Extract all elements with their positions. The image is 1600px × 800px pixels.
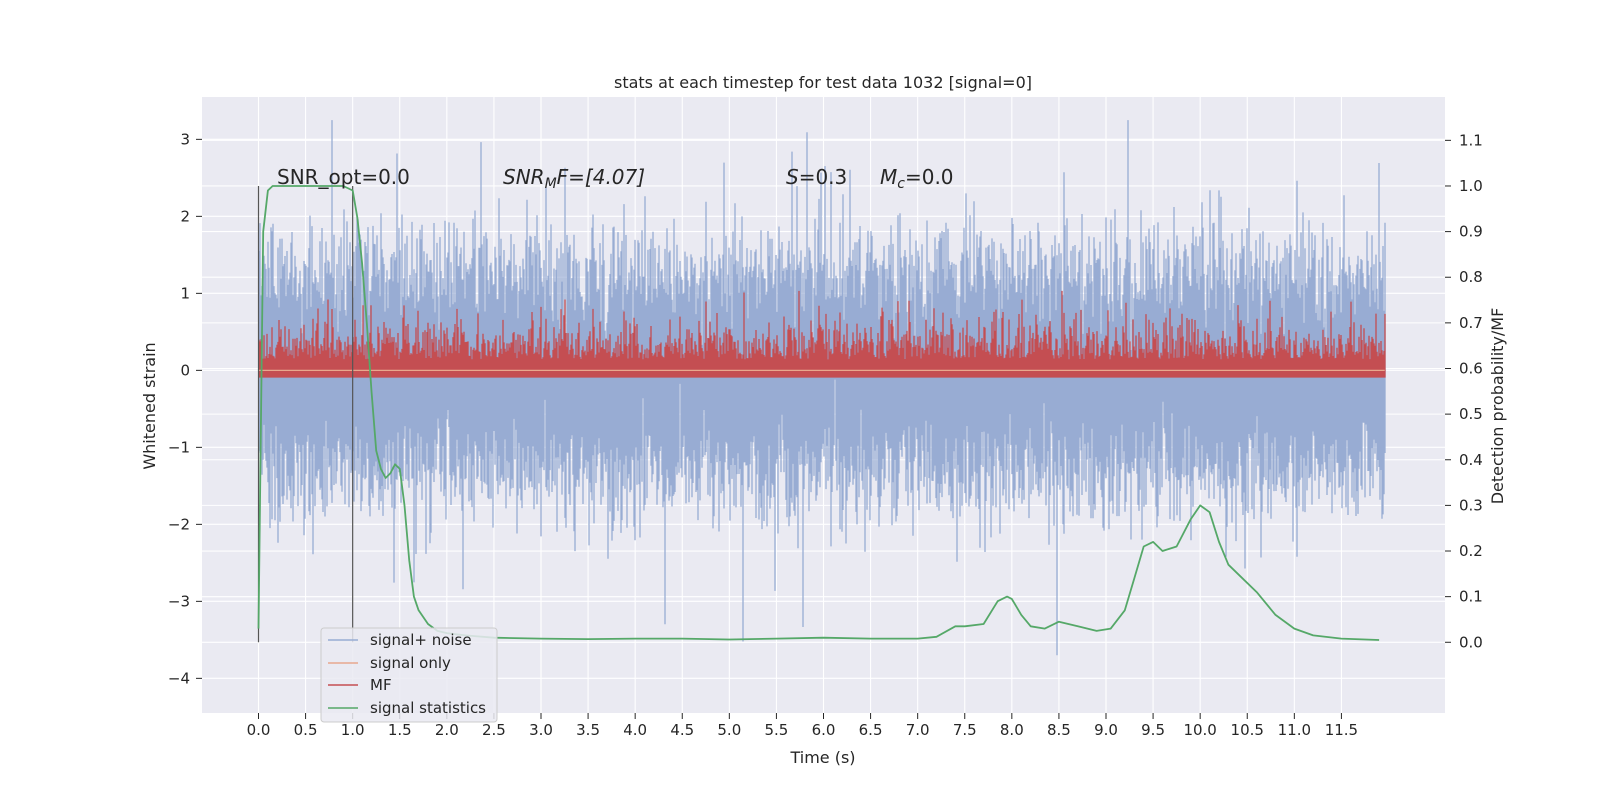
x-tick-label: 0.5	[294, 721, 318, 739]
x-axis-title: Time (s)	[789, 748, 855, 767]
x-tick-label: 9.0	[1094, 721, 1118, 739]
y2-tick-label: 1.0	[1459, 177, 1483, 195]
y-tick-label: −3	[168, 592, 190, 610]
y-tick-label: −2	[168, 515, 190, 533]
x-tick-label: 10.0	[1183, 721, 1216, 739]
x-tick-label: 11.5	[1325, 721, 1358, 739]
annotation-s-value: =0.3	[799, 165, 848, 189]
y-axis-right-ticks: 1.1 1.0 0.9 0.8 0.7 0.6 0.5 0.4 0.3 0.2 0.1 0.0	[1445, 131, 1483, 651]
y-tick-label: 2	[180, 207, 190, 225]
y2-tick-label: 0.7	[1459, 314, 1483, 332]
x-tick-label: 2.5	[482, 721, 506, 739]
series-signal-statistics	[257, 185, 1380, 641]
x-tick-label: 10.5	[1231, 721, 1264, 739]
y2-tick-label: 1.1	[1459, 131, 1483, 149]
x-tick-label: 4.5	[670, 721, 694, 739]
x-tick-label: 6.0	[812, 721, 836, 739]
annotation-mc-value: =0.0	[905, 165, 954, 189]
annotation-snr-mf-base: SNR	[503, 165, 545, 189]
x-tick-label: 6.5	[859, 721, 883, 739]
annotation-s-symbol: S	[786, 165, 799, 189]
annotation-mc-symbol: M	[880, 165, 897, 189]
x-tick-label: 3.5	[576, 721, 600, 739]
x-tick-label: 11.0	[1278, 721, 1311, 739]
annotation-mc-sub: c	[897, 176, 905, 192]
y-tick-label: 3	[180, 130, 190, 148]
legend-label-signal-statistics: signal statistics	[370, 699, 486, 717]
y2-axis-title: Detection probability/MF	[1488, 308, 1507, 505]
y2-tick-label: 0.0	[1459, 633, 1483, 651]
x-tick-label: 5.5	[764, 721, 788, 739]
x-tick-label: 1.0	[341, 721, 365, 739]
x-tick-label: 3.0	[529, 721, 553, 739]
y2-tick-label: 0.5	[1459, 405, 1483, 423]
legend-label-signal-noise: signal+ noise	[370, 631, 472, 649]
annotation-snr-mf: SNRMF=[4.07]	[503, 165, 645, 192]
legend-label-signal-only: signal only	[370, 654, 451, 672]
y-axis-title: Whitened strain	[140, 342, 159, 469]
annotation-snr-mf-sub: M	[545, 176, 557, 192]
x-tick-label: 7.5	[953, 721, 977, 739]
annotations: SNR_opt=0.0 SNRMF=[4.07] S=0.3 Mc=0.0	[277, 165, 954, 192]
chart-title: stats at each timestep for test data 103…	[614, 73, 1032, 92]
x-tick-label: 8.0	[1000, 721, 1024, 739]
y2-tick-label: 0.9	[1459, 223, 1483, 241]
legend-label-mf: MF	[370, 676, 392, 694]
y-axis-left-ticks: 3 2 1 0 −1 −2 −3 −4	[168, 130, 202, 687]
x-tick-label: 0.0	[247, 721, 271, 739]
y2-tick-label: 0.6	[1459, 359, 1483, 377]
x-tick-label: 8.5	[1047, 721, 1071, 739]
y2-tick-label: 0.2	[1459, 542, 1483, 560]
x-tick-label: 1.5	[388, 721, 412, 739]
x-tick-label: 5.0	[717, 721, 741, 739]
y-tick-label: −1	[168, 438, 190, 456]
y-tick-label: 0	[180, 361, 190, 379]
x-tick-label: 9.5	[1141, 721, 1165, 739]
annotation-mc: Mc=0.0	[880, 165, 954, 192]
annotation-snr-opt: SNR_opt=0.0	[277, 165, 410, 189]
y-tick-label: −4	[168, 669, 190, 687]
legend-box	[320, 627, 498, 723]
annotation-snr-mf-rest: F=[4.07]	[557, 165, 645, 189]
legend: signal+ noise signal only MF signal stat…	[320, 627, 498, 723]
y2-tick-label: 0.8	[1459, 268, 1483, 286]
y2-tick-label: 0.3	[1459, 496, 1483, 514]
x-tick-label: 4.0	[623, 721, 647, 739]
x-tick-label: 7.0	[906, 721, 930, 739]
annotation-s: S=0.3	[786, 165, 847, 189]
y-tick-label: 1	[180, 284, 190, 302]
series-line-signal-statistics	[257, 185, 1380, 641]
y2-tick-label: 0.4	[1459, 451, 1483, 469]
x-tick-label: 2.0	[435, 721, 459, 739]
x-axis-ticks: 0.0 0.5 1.0 1.5 2.0 2.5 3.0 3.5 4.0 4.5 5.0 5.5 6.0 6…	[247, 713, 1358, 739]
y2-tick-label: 0.1	[1459, 588, 1483, 606]
